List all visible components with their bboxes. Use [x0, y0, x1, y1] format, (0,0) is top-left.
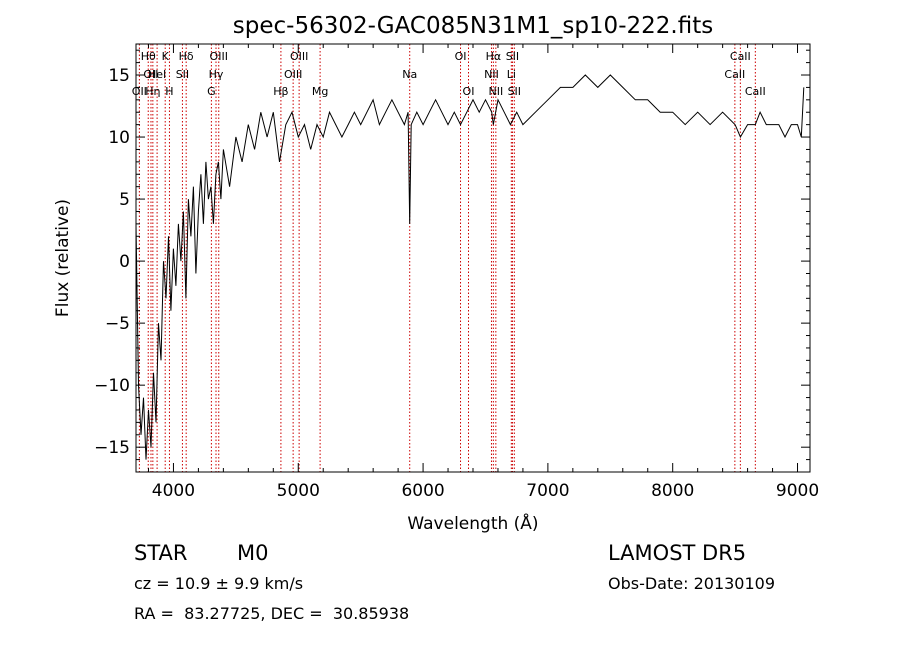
- line-marker-label: H: [165, 85, 173, 98]
- y-tick-label: −5: [105, 314, 130, 334]
- survey-label: LAMOST DR5: [608, 541, 747, 565]
- observation-date: Obs-Date: 20130109: [608, 574, 776, 593]
- y-tick-label: −15: [94, 438, 130, 458]
- y-tick-label: 5: [119, 190, 130, 210]
- line-marker-label: G: [207, 85, 216, 98]
- x-tick-label: 6000: [401, 481, 444, 501]
- y-axis: −15 −10 −5 0 5 10 15: [94, 49, 810, 473]
- line-marker-label: OIII: [290, 50, 308, 63]
- x-axis: 4000 5000 6000 7000 8000 9000: [147, 44, 819, 501]
- y-tick-label: 10: [108, 128, 130, 148]
- x-tick-label: 4000: [152, 481, 195, 501]
- line-marker-label: CaII: [745, 85, 766, 98]
- line-marker-label: Na: [402, 68, 417, 81]
- chart-title: spec-56302-GAC085N31M1_sp10-222.fits: [233, 13, 713, 39]
- line-marker-label: Mg: [312, 85, 328, 98]
- line-marker-label: NII: [488, 85, 503, 98]
- spectral-line-markers: [138, 44, 756, 472]
- line-marker-label: HeI: [148, 68, 166, 81]
- y-tick-label: −10: [94, 376, 130, 396]
- line-marker-label: OIII: [284, 68, 302, 81]
- x-tick-label: 8000: [651, 481, 694, 501]
- line-marker-label: SII: [508, 85, 521, 98]
- spectral-line-labels: OIIHθOIIHηHeIKHSIIHδGHγOIIIHβOIIIOIIIMgN…: [132, 50, 766, 98]
- line-marker-label: Li: [507, 68, 516, 81]
- line-marker-label: Hβ: [273, 85, 288, 98]
- y-axis-label: Flux (relative): [53, 199, 73, 317]
- line-marker-label: OII: [143, 68, 158, 81]
- line-marker-label: Hα: [486, 50, 502, 63]
- x-tick-label: 7000: [526, 481, 569, 501]
- line-marker-label: Hδ: [179, 50, 194, 63]
- object-class-label: STAR: [134, 541, 188, 565]
- plot-frame: [135, 43, 811, 473]
- line-marker-label: OIII: [210, 50, 228, 63]
- x-tick-label: 9000: [776, 481, 819, 501]
- y-tick-label: 15: [108, 66, 130, 86]
- line-marker-label: SII: [506, 50, 519, 63]
- line-marker-label: Hγ: [209, 68, 224, 81]
- x-tick-label: 5000: [277, 481, 320, 501]
- spectrum-line: [135, 74, 805, 460]
- x-axis-label: Wavelength (Å): [407, 512, 538, 534]
- line-marker-label: SII: [176, 68, 189, 81]
- y-tick-label: 0: [119, 252, 130, 272]
- coordinates: RA = 83.27725, DEC = 30.85938: [134, 604, 410, 623]
- redshift-velocity: cz = 10.9 ± 9.9 km/s: [134, 574, 304, 593]
- line-marker-label: Hη: [145, 85, 160, 98]
- line-marker-label: CaII: [730, 50, 751, 63]
- line-marker-label: OI: [455, 50, 467, 63]
- line-marker-label: OI: [463, 85, 475, 98]
- line-marker-label: Hθ: [141, 50, 156, 63]
- line-marker-label: CaII: [724, 68, 745, 81]
- line-marker-label: NII: [484, 68, 499, 81]
- line-marker-label: K: [162, 50, 170, 63]
- object-subclass-label: M0: [237, 541, 269, 565]
